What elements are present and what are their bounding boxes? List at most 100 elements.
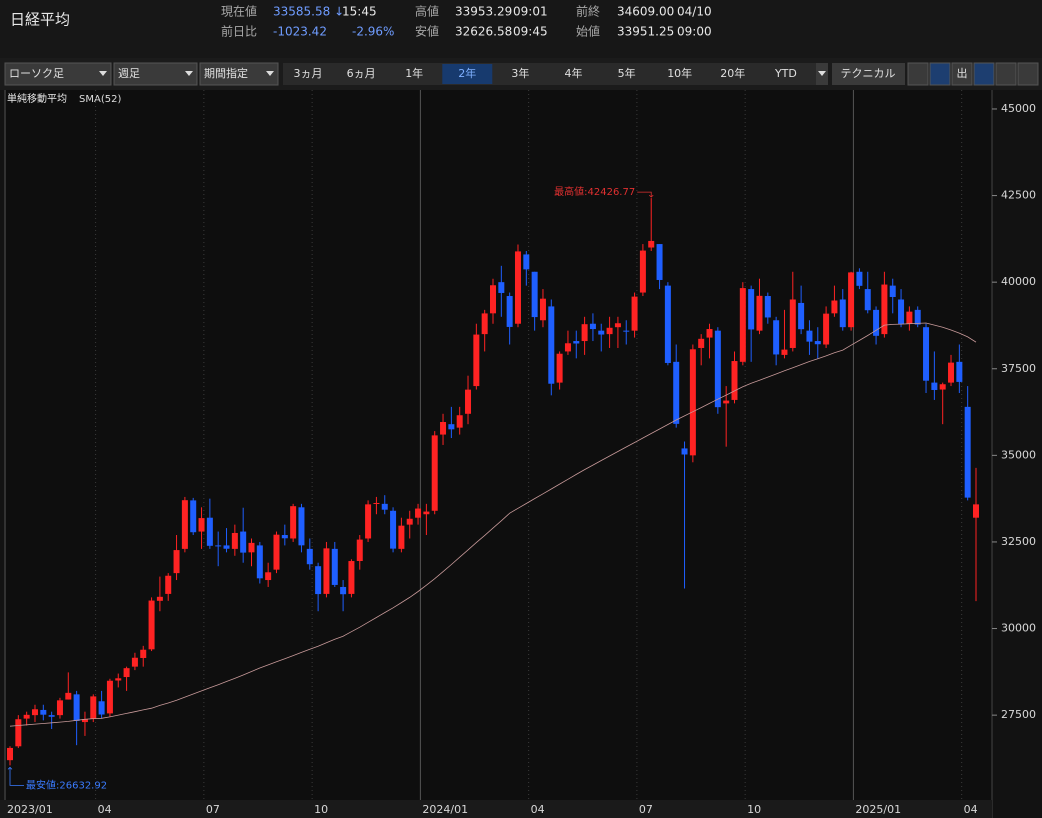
candle-body [306,548,313,565]
candle-body [31,709,38,716]
candle-body [290,506,297,539]
quote-text: 09:00 [677,25,712,39]
tool-icon[interactable] [995,62,1017,86]
candle-body [523,254,530,270]
quote-text: 33951.25 [617,25,674,39]
instrument-title: 日経平均 [10,11,70,29]
tool-icon[interactable] [1017,62,1039,86]
candle-body [764,296,771,318]
candle-body [606,327,613,335]
quote-text: 09:45 [513,25,548,39]
y-tick-label: 40000 [1001,275,1036,288]
tool-icon[interactable] [973,62,995,86]
period-button[interactable]: 4年 [565,66,583,80]
candle-body [923,327,930,381]
candle-body [731,361,738,400]
candle-body [614,323,621,328]
candle-body [340,586,347,595]
candle-body [581,324,588,342]
candle-body [56,700,63,716]
candle-body [698,338,705,348]
period-button[interactable]: 2年 [458,66,476,80]
dropdown[interactable] [199,62,279,86]
candle-body [939,384,946,390]
candle-body [106,680,113,714]
tool-icon[interactable] [929,62,951,86]
period-button[interactable]: 3年 [511,66,529,80]
period-button[interactable]: 6ヵ月 [347,67,376,80]
low-pointer [7,766,24,786]
period-button[interactable]: 3ヵ月 [294,67,323,80]
candle-body [573,341,580,344]
y-tick-label: 27500 [1001,708,1036,721]
x-tick-label: 04 [964,803,978,816]
candle-body [465,389,472,414]
candle-body [123,668,130,678]
candle-body [90,696,97,719]
low-annotation: 最安値:26632.92 [26,778,107,791]
candle-body [398,525,405,549]
candle-body [440,421,447,435]
candle-body [864,289,871,311]
candle-body [589,323,596,330]
dropdown-arrow [99,71,107,76]
candle-body [689,349,696,456]
y-tick-label: 45000 [1001,102,1036,115]
candle-body [914,309,921,325]
candle-body [356,539,363,561]
x-tick-label: 04 [531,803,545,816]
technical-button[interactable] [832,63,905,85]
dropdown-arrow [266,71,274,76]
quote-text: 安値 [415,24,439,39]
candle-body [406,518,413,525]
candle-body [814,341,821,345]
period-button[interactable]: YTD [774,67,797,80]
candle-body [98,701,105,715]
quote-text: -2.96% [352,25,394,39]
candle-body [231,532,238,549]
candle-body [806,330,813,342]
tool-icon[interactable] [907,62,929,86]
dropdown[interactable] [113,62,198,86]
x-tick-label: 10 [747,803,761,816]
candle-body [115,678,122,681]
candle-body [623,330,630,332]
candle-body [298,507,305,546]
period-button[interactable]: 10年 [667,66,692,80]
dropdown-label: 期間指定 [204,66,248,80]
candle-body [964,406,971,498]
candle-body [431,435,438,511]
high-annotation: 最高値:42426.77 [554,185,635,198]
period-button[interactable]: 20年 [720,66,745,80]
candle-body [723,400,730,404]
candle-body [839,299,846,328]
candle-body [656,244,663,280]
dropdown-label: 週足 [118,67,140,80]
candle-body [256,545,263,579]
candle-body [631,296,638,331]
candle-body [514,251,521,324]
quote-text: 始値 [576,24,600,39]
tool-icon[interactable] [951,62,973,86]
candle-body [365,504,372,539]
y-tick-label: 35000 [1001,448,1036,461]
period-button[interactable]: 1年 [405,66,423,80]
sma-line [9,322,977,727]
candle-body [223,545,230,549]
candle-body [40,709,47,715]
period-button[interactable]: 5年 [618,66,636,80]
candle-body [7,747,13,761]
candle-body [165,575,172,594]
header-bg [0,0,1042,58]
candle-body [531,271,538,318]
candle-body [648,240,655,248]
candle-body [148,600,155,650]
candle-body [448,424,455,430]
dropdown[interactable] [4,62,112,86]
candle-body [548,306,555,384]
candle-body [873,309,880,336]
candle-body [856,271,863,286]
candle-body [206,517,213,546]
candle-body [756,295,763,331]
candle-body [931,382,938,390]
